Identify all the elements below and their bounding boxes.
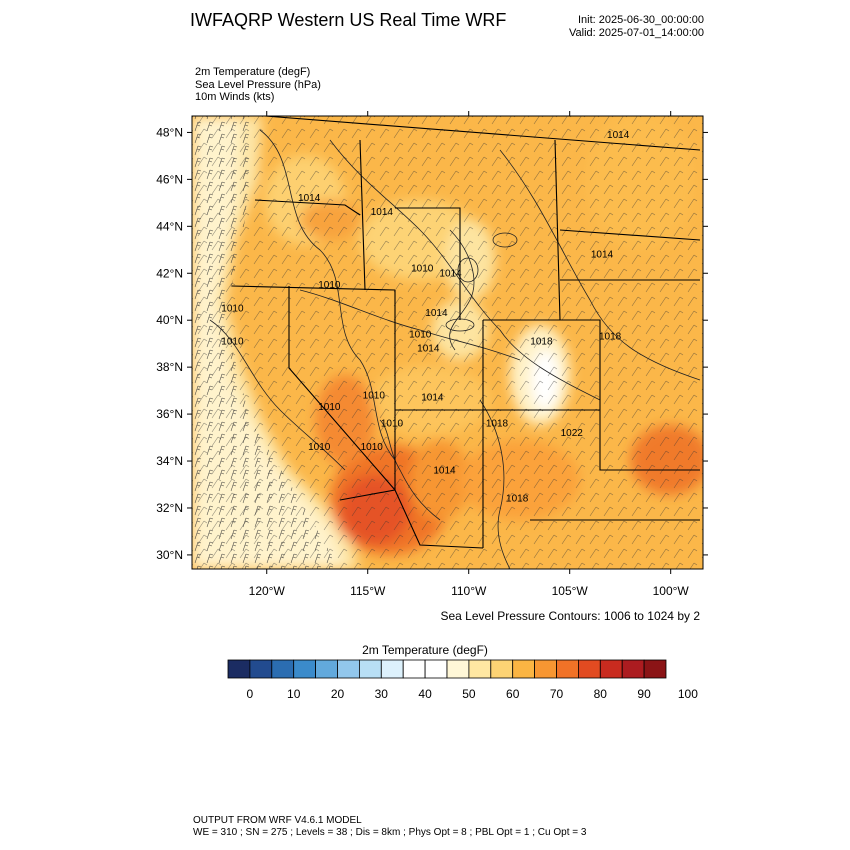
colorbar-swatch [227, 659, 251, 679]
pressure-label: 1022 [561, 428, 584, 439]
colorbar-label: 40 [418, 687, 432, 701]
lat-label: 44°N [156, 219, 183, 233]
lat-label: 30°N [156, 548, 183, 562]
lon-label: 110°W [451, 584, 487, 598]
lat-label: 40°N [156, 313, 183, 327]
pressure-label: 1010 [381, 418, 404, 429]
pressure-label: 1010 [221, 303, 244, 314]
pressure-label: 1010 [318, 402, 341, 413]
pressure-label: 1014 [421, 393, 444, 404]
lon-label: 100°W [653, 584, 690, 598]
colorbar-label: 10 [287, 687, 301, 701]
pressure-label: 1010 [221, 336, 244, 347]
colorbar-labels: 0 10 20 30 40 50 60 70 80 90 100 [247, 687, 699, 701]
colorbar-swatch [512, 659, 536, 679]
pressure-label: 1018 [486, 418, 509, 429]
colorbar-swatch [337, 659, 360, 679]
lat-label: 46°N [156, 172, 183, 186]
footer-model: OUTPUT FROM WRF V4.6.1 MODEL [193, 815, 362, 826]
pressure-label: 1010 [361, 442, 384, 453]
colorbar-swatch [249, 659, 273, 679]
field-temperature: 2m Temperature (degF) [195, 66, 311, 78]
lat-label: 34°N [156, 454, 183, 468]
colorbar [227, 659, 667, 679]
pressure-label: 1010 [409, 329, 432, 340]
pressure-label: 1014 [425, 308, 448, 319]
lon-label: 120°W [249, 584, 286, 598]
field-winds: 10m Winds (kts) [195, 91, 275, 103]
colorbar-label: 60 [506, 687, 520, 701]
colorbar-label: 30 [375, 687, 389, 701]
colorbar-swatch [599, 659, 623, 679]
colorbar-swatch [446, 659, 470, 679]
boundaries [231, 116, 701, 549]
pressure-label: 1018 [530, 336, 553, 347]
colorbar-swatch [578, 659, 601, 679]
colorbar-label: 80 [594, 687, 608, 701]
lat-label: 36°N [156, 407, 183, 421]
lat-label: 32°N [156, 501, 183, 515]
model-footer: OUTPUT FROM WRF V4.6.1 MODEL WE = 310 ; … [193, 815, 586, 839]
colorbar-swatch [271, 659, 295, 679]
colorbar-label: 90 [637, 687, 651, 701]
lat-label: 38°N [156, 360, 183, 374]
lat-label: 42°N [156, 266, 183, 280]
colorbar-swatch [556, 659, 579, 679]
pressure-label: 1018 [506, 494, 529, 505]
colorbar-swatch [315, 659, 338, 679]
pressure-label: 1014 [591, 249, 614, 260]
lat-label: 48°N [156, 125, 183, 139]
init-time: Init: 2025-06-30_00:00:00 [578, 14, 704, 26]
contours-note: Sea Level Pressure Contours: 1006 to 102… [440, 609, 701, 623]
colorbar-label: 20 [331, 687, 345, 701]
footer-config: WE = 310 ; SN = 275 ; Levels = 38 ; Dis … [193, 827, 587, 838]
pressure-label: 1010 [411, 264, 434, 275]
pressure-label: 1014 [371, 207, 394, 218]
colorbar-label: 50 [462, 687, 476, 701]
page-title: IWFAQRP Western US Real Time WRF [190, 10, 507, 30]
field-pressure: Sea Level Pressure (hPa) [195, 78, 321, 91]
temperature-field [192, 116, 703, 569]
lon-axis: 120°W 115°W 110°W 105°W 100°W [249, 111, 690, 598]
pressure-label: 1014 [439, 268, 462, 279]
lat-axis: 48°N 46°N 44°N 42°N 40°N 38°N 36°N 34°N 32°N 30°N [156, 125, 708, 562]
pressure-label: 1010 [363, 390, 386, 401]
pressure-labels: 1014 1014 1014 1010 1010 1014 1014 1010 1010 1014… [221, 130, 630, 505]
colorbar-swatch [402, 659, 426, 679]
colorbar-label: 100 [678, 687, 698, 701]
pressure-label: 1010 [318, 280, 341, 291]
colorbar-swatch [534, 659, 557, 679]
colorbar-swatch [424, 659, 448, 679]
field-list: 2m Temperature (degF) Sea Level Pressure… [195, 66, 321, 104]
colorbar-label: 0 [247, 687, 254, 701]
pressure-label: 1018 [599, 332, 622, 343]
colorbar-swatch [643, 659, 667, 679]
colorbar-swatch [380, 659, 404, 679]
valid-time: Valid: 2025-07-01_14:00:00 [569, 27, 704, 39]
lon-label: 105°W [552, 584, 589, 598]
colorbar-swatch [293, 659, 317, 679]
colorbar-swatch [468, 659, 492, 679]
colorbar-swatch [621, 659, 645, 679]
pressure-label: 1014 [417, 343, 440, 354]
pressure-label: 1014 [433, 465, 456, 476]
lon-label: 115°W [350, 584, 386, 598]
map-frame [191, 115, 704, 570]
run-times: Init: 2025-06-30_00:00:00 Valid: 2025-07… [569, 14, 704, 40]
colorbar-title: 2m Temperature (degF) [362, 643, 488, 657]
colorbar-swatch [358, 659, 382, 679]
pressure-label: 1014 [607, 130, 630, 141]
colorbar-label: 70 [550, 687, 564, 701]
pressure-label: 1014 [298, 193, 321, 204]
pressure-label: 1010 [308, 442, 331, 453]
colorbar-swatch [490, 659, 514, 679]
